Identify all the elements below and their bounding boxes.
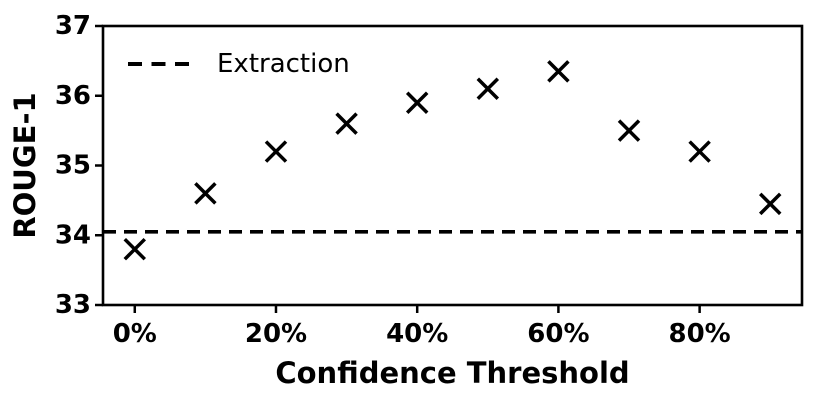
y-tick-label: 37 [55, 11, 91, 41]
data-point-marker [758, 192, 782, 216]
data-point-marker [476, 77, 500, 101]
data-point-marker [688, 140, 711, 163]
y-tick-label: 35 [55, 151, 91, 181]
y-axis-title: ROUGE-1 [8, 92, 42, 238]
data-point-marker [335, 112, 358, 135]
data-point-marker [123, 237, 147, 261]
x-tick-label: 20% [245, 319, 307, 349]
x-tick-label: 40% [386, 319, 448, 349]
x-tick-label: 60% [527, 319, 589, 349]
data-point-marker [194, 182, 217, 205]
data-point-marker [264, 140, 288, 163]
x-tick-label: 0% [113, 319, 157, 349]
y-tick-label: 33 [55, 290, 91, 320]
legend-label: Extraction [217, 49, 350, 79]
x-axis-title: Confidence Threshold [275, 356, 629, 390]
y-tick-label: 34 [55, 220, 91, 250]
x-tick-label: 80% [669, 319, 731, 349]
data-point-marker [617, 119, 641, 142]
data-point-marker [547, 60, 570, 83]
y-tick-label: 36 [55, 81, 91, 111]
data-point-marker [405, 91, 429, 114]
